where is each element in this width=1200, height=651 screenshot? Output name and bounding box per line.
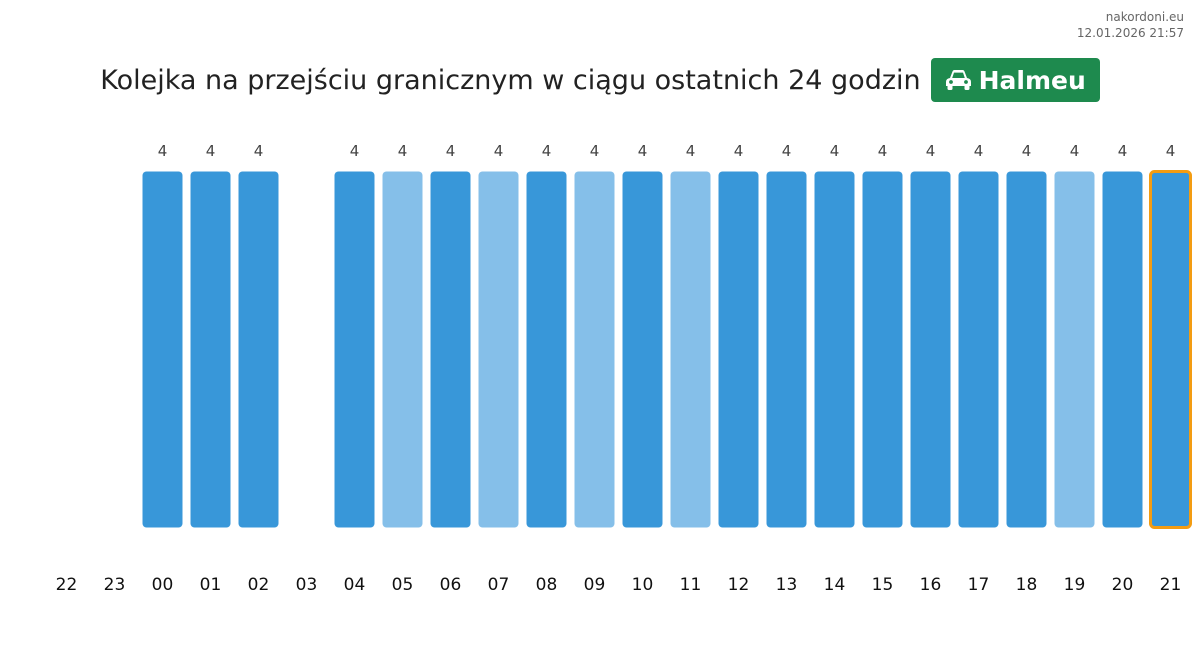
site-name[interactable]: nakordoni.eu bbox=[1105, 10, 1184, 24]
data-label-18: 4 bbox=[1022, 142, 1032, 160]
tick-label-10: 10 bbox=[632, 575, 654, 595]
tick-label-01: 01 bbox=[200, 575, 222, 595]
data-label-02: 4 bbox=[254, 142, 264, 160]
data-label-08: 4 bbox=[542, 142, 552, 160]
bar-02[interactable] bbox=[238, 171, 279, 528]
title-row: Kolejka na przejściu granicznym w ciągu … bbox=[0, 58, 1200, 102]
tick-label-06: 06 bbox=[440, 575, 462, 595]
bar-10[interactable] bbox=[622, 171, 663, 528]
tick-label-13: 13 bbox=[776, 575, 798, 595]
data-label-19: 4 bbox=[1070, 142, 1080, 160]
data-label-15: 4 bbox=[878, 142, 888, 160]
data-label-04: 4 bbox=[350, 142, 360, 160]
bar-08[interactable] bbox=[526, 171, 567, 528]
data-label-12: 4 bbox=[734, 142, 744, 160]
bar-07[interactable] bbox=[478, 171, 519, 528]
bar-13[interactable] bbox=[766, 171, 807, 528]
tick-label-17: 17 bbox=[968, 575, 990, 595]
data-label-16: 4 bbox=[926, 142, 936, 160]
bar-05[interactable] bbox=[382, 171, 423, 528]
bar-01[interactable] bbox=[190, 171, 231, 528]
bar-15[interactable] bbox=[862, 171, 903, 528]
data-label-05: 4 bbox=[398, 142, 408, 160]
data-label-01: 4 bbox=[206, 142, 216, 160]
bar-16[interactable] bbox=[910, 171, 951, 528]
timestamp: 12.01.2026 21:57 bbox=[1076, 26, 1184, 40]
data-label-13: 4 bbox=[782, 142, 792, 160]
data-label-00: 4 bbox=[158, 142, 168, 160]
tick-label-05: 05 bbox=[392, 575, 414, 595]
site-info: nakordoni.eu 12.01.2026 21:57 bbox=[1077, 9, 1184, 41]
page-title: Kolejka na przejściu granicznym w ciągu … bbox=[100, 64, 921, 96]
bar-17[interactable] bbox=[958, 171, 999, 528]
data-label-20: 4 bbox=[1118, 142, 1128, 160]
tick-label-07: 07 bbox=[488, 575, 510, 595]
data-label-11: 4 bbox=[686, 142, 696, 160]
data-label-21: 4 bbox=[1166, 142, 1176, 160]
tick-label-04: 04 bbox=[344, 575, 366, 595]
tick-label-22: 22 bbox=[56, 575, 78, 595]
data-label-09: 4 bbox=[590, 142, 600, 160]
crossing-name: Halmeu bbox=[978, 65, 1086, 95]
tick-label-15: 15 bbox=[872, 575, 894, 595]
bar-04[interactable] bbox=[334, 171, 375, 528]
tick-label-18: 18 bbox=[1016, 575, 1038, 595]
tick-label-21: 21 bbox=[1160, 575, 1182, 595]
tick-label-09: 09 bbox=[584, 575, 606, 595]
bar-11[interactable] bbox=[670, 171, 711, 528]
queue-chart: 22 23 4 00 4 01 4 02 03 4 04 4 05 4 06 4 07 4 08 4 09 4 10 4 11 4… bbox=[56, 142, 1192, 595]
crossing-badge[interactable]: Halmeu bbox=[930, 58, 1100, 102]
tick-label-00: 00 bbox=[152, 575, 174, 595]
tick-label-19: 19 bbox=[1064, 575, 1086, 595]
tick-label-16: 16 bbox=[920, 575, 942, 595]
bar-14[interactable] bbox=[814, 171, 855, 528]
tick-label-11: 11 bbox=[680, 575, 702, 595]
tick-label-03: 03 bbox=[296, 575, 318, 595]
bar-12[interactable] bbox=[718, 171, 759, 528]
tick-label-14: 14 bbox=[824, 575, 846, 595]
tick-label-02: 02 bbox=[248, 575, 270, 595]
bar-20[interactable] bbox=[1102, 171, 1143, 528]
data-label-10: 4 bbox=[638, 142, 648, 160]
bar-21[interactable] bbox=[1149, 170, 1192, 529]
car-icon bbox=[945, 70, 971, 90]
data-label-06: 4 bbox=[446, 142, 456, 160]
bar-06[interactable] bbox=[430, 171, 471, 528]
bar-19[interactable] bbox=[1054, 171, 1095, 528]
tick-label-23: 23 bbox=[104, 575, 126, 595]
bar-09[interactable] bbox=[574, 171, 615, 528]
bar-00[interactable] bbox=[142, 171, 183, 528]
data-label-14: 4 bbox=[830, 142, 840, 160]
data-label-07: 4 bbox=[494, 142, 504, 160]
tick-label-20: 20 bbox=[1112, 575, 1134, 595]
data-label-17: 4 bbox=[974, 142, 984, 160]
bar-18[interactable] bbox=[1006, 171, 1047, 528]
tick-label-08: 08 bbox=[536, 575, 558, 595]
tick-label-12: 12 bbox=[728, 575, 750, 595]
